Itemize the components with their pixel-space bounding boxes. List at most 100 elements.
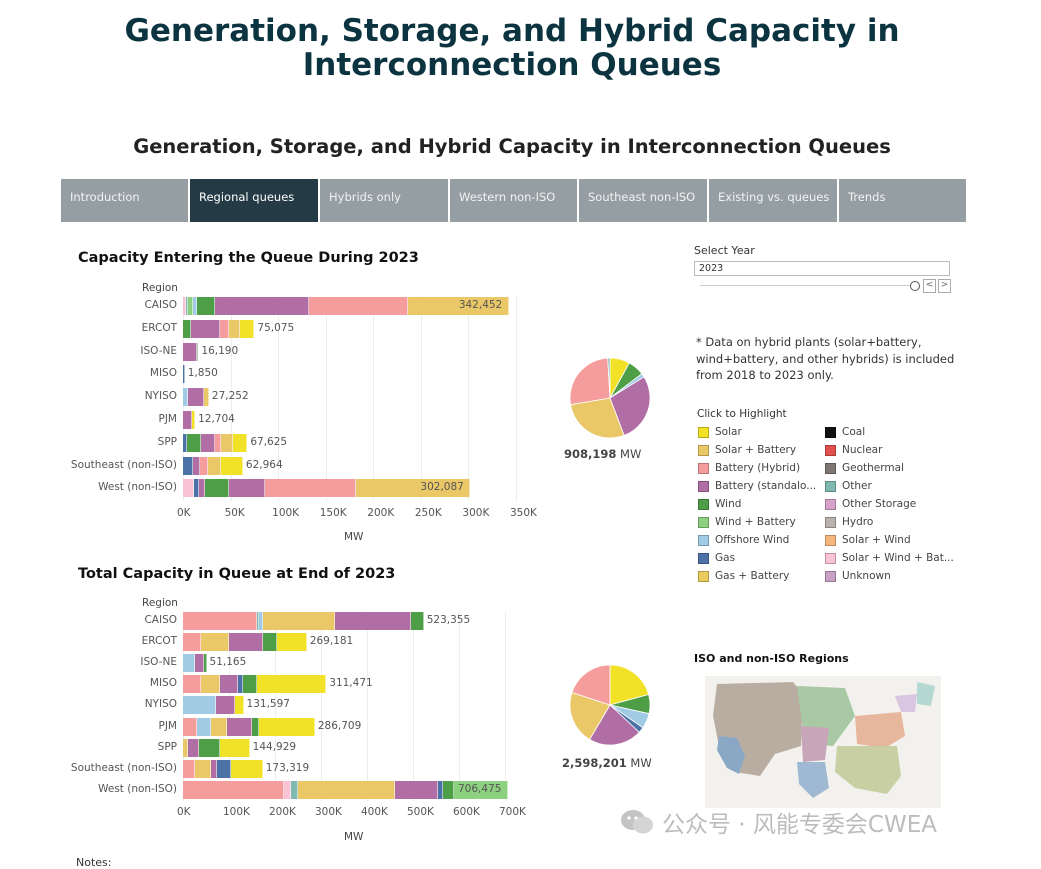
chart1-bar-southeast-non-iso[interactable] — [183, 456, 243, 475]
bar-segment-battery-hybrid[interactable] — [183, 717, 197, 736]
chart1-bar-ercot[interactable] — [183, 319, 255, 338]
bar-segment-battery-hybrid[interactable] — [183, 675, 202, 694]
pie1-chart[interactable] — [569, 357, 651, 439]
bar-segment-solar-wind-bat[interactable] — [284, 780, 292, 799]
bar-segment-battery-hybrid[interactable] — [264, 479, 357, 498]
bar-segment-gas[interactable] — [438, 780, 443, 799]
bar-segment-solar-battery[interactable] — [228, 319, 241, 338]
bar-segment-wind[interactable] — [203, 654, 207, 673]
bar-segment-wind-battery[interactable] — [454, 780, 508, 799]
bar-segment-solar-battery[interactable] — [201, 633, 229, 652]
year-slider-thumb[interactable] — [910, 281, 920, 291]
legend-item-gas[interactable]: Gas — [698, 551, 735, 565]
chart1-bar-spp[interactable] — [183, 433, 248, 452]
bar-segment-other[interactable] — [256, 612, 259, 630]
chart2-region-label-spp[interactable]: SPP — [157, 740, 177, 753]
bar-segment-battery-hybrid[interactable] — [215, 433, 222, 452]
legend-item-battery-standalo[interactable]: Battery (standalo... — [698, 479, 816, 493]
legend-item-unknown[interactable]: Unknown — [825, 569, 891, 583]
pie-slice-battery-standalo[interactable] — [589, 704, 640, 746]
bar-segment-solar-battery[interactable] — [263, 612, 335, 630]
bar-segment-wind[interactable] — [242, 675, 257, 694]
bar-segment-wind[interactable] — [204, 479, 229, 498]
pie-slice-solar-battery[interactable] — [570, 397, 625, 439]
chart1-region-label-pjm[interactable]: PJM — [158, 413, 178, 425]
chart1-region-label-miso[interactable]: MISO — [149, 367, 177, 380]
bar-segment-battery-standalo[interactable] — [199, 479, 205, 498]
pie-slice-battery-hybrid[interactable] — [571, 664, 611, 706]
bar-segment-offshore-wind[interactable] — [183, 654, 195, 673]
bar-segment-solar[interactable] — [191, 411, 196, 429]
bar-segment-solar[interactable] — [256, 675, 327, 694]
tab-southeast-non-iso[interactable]: Southeast non-ISO — [579, 179, 709, 222]
bar-segment-gas[interactable] — [183, 365, 185, 384]
bar-segment-offshore-wind[interactable] — [196, 717, 211, 736]
chart1-region-label-ercot[interactable]: ERCOT — [141, 321, 177, 334]
bar-segment-wind[interactable] — [197, 297, 216, 315]
legend-item-coal[interactable]: Coal — [825, 425, 865, 439]
bar-segment-solar[interactable] — [235, 696, 244, 715]
bar-segment-solar-battery[interactable] — [210, 717, 227, 736]
chart1-bar-caiso[interactable] — [183, 297, 509, 315]
chart2-bar-iso-ne[interactable] — [183, 654, 207, 673]
chart1-region-label-southeast-non-iso[interactable]: Southeast (non-ISO) — [70, 458, 177, 471]
bar-segment-offshore-wind[interactable] — [193, 297, 198, 315]
bar-segment-battery-hybrid[interactable] — [220, 319, 229, 338]
bar-segment-battery-standalo[interactable] — [183, 411, 192, 429]
bar-segment-other[interactable] — [291, 780, 298, 799]
bar-segment-wind[interactable] — [196, 342, 199, 361]
bar-segment-battery-hybrid[interactable] — [309, 297, 409, 315]
bar-segment-battery-hybrid[interactable] — [183, 633, 202, 652]
bar-segment-battery-standalo[interactable] — [210, 759, 218, 778]
chart2-region-label-nyiso[interactable]: NYISO — [144, 698, 177, 711]
bar-segment-gas[interactable] — [238, 675, 243, 694]
bar-segment-battery-standalo[interactable] — [226, 717, 252, 736]
bar-segment-battery-standalo[interactable] — [187, 738, 200, 757]
bar-segment-solar[interactable] — [219, 738, 250, 757]
map-region-nyiso[interactable] — [895, 694, 917, 712]
chart2-bar-spp[interactable] — [183, 738, 250, 757]
legend-item-battery-hybrid[interactable]: Battery (Hybrid) — [698, 461, 800, 475]
map-region-southeast[interactable] — [835, 746, 901, 794]
bar-segment-offshore-wind[interactable] — [258, 612, 264, 630]
bar-segment-solar-battery[interactable] — [201, 675, 220, 694]
chart2-bar-southeast-non-iso[interactable] — [183, 759, 263, 778]
chart2-region-label-caiso[interactable]: CAISO — [144, 614, 177, 626]
bar-segment-wind[interactable] — [263, 633, 278, 652]
chart2-region-label-west-non-iso[interactable]: West (non-ISO) — [98, 782, 177, 795]
bar-segment-battery-standalo[interactable] — [190, 319, 221, 338]
bar-segment-other[interactable] — [185, 297, 188, 315]
bar-segment-battery-standalo[interactable] — [228, 633, 264, 652]
legend-item-hydro[interactable]: Hydro — [825, 515, 873, 529]
select-year-input[interactable]: 2023 — [694, 261, 950, 276]
legend-item-solar-wind-bat[interactable]: Solar + Wind + Bat... — [825, 551, 954, 565]
legend-item-wind-battery[interactable]: Wind + Battery — [698, 515, 796, 529]
legend-item-wind[interactable]: Wind — [698, 497, 741, 511]
bar-segment-wind[interactable] — [183, 319, 191, 338]
bar-segment-gas[interactable] — [217, 759, 232, 778]
bar-segment-gas[interactable] — [183, 456, 193, 475]
bar-segment-wind-battery[interactable] — [187, 297, 194, 315]
bar-segment-wind[interactable] — [410, 612, 424, 630]
bar-segment-battery-standalo[interactable] — [394, 780, 439, 799]
bar-segment-solar[interactable] — [233, 433, 248, 452]
chart2-bar-ercot[interactable] — [183, 633, 307, 652]
legend-item-offshore-wind[interactable]: Offshore Wind — [698, 533, 789, 547]
chart1-region-label-caiso[interactable]: CAISO — [144, 299, 177, 311]
legend-item-nuclear[interactable]: Nuclear — [825, 443, 882, 457]
chart1-bar-miso[interactable] — [183, 365, 185, 384]
bar-segment-solar-wind-bat[interactable] — [183, 479, 195, 498]
bar-segment-battery-hybrid[interactable] — [200, 456, 208, 475]
map-region-pjm[interactable] — [855, 712, 905, 748]
year-prev-button[interactable]: < — [923, 279, 936, 293]
bar-segment-wind[interactable] — [186, 433, 202, 452]
map-region-caiso[interactable] — [717, 736, 745, 774]
chart2-region-label-miso[interactable]: MISO — [149, 677, 177, 690]
iso-region-map[interactable] — [705, 676, 941, 808]
chart2-bar-nyiso[interactable] — [183, 696, 244, 715]
bar-segment-solar-battery[interactable] — [408, 297, 509, 315]
bar-segment-wind[interactable] — [442, 780, 455, 799]
bar-segment-solar-battery[interactable] — [356, 479, 471, 498]
bar-segment-solar[interactable] — [240, 319, 255, 338]
bar-segment-solar[interactable] — [221, 456, 243, 475]
